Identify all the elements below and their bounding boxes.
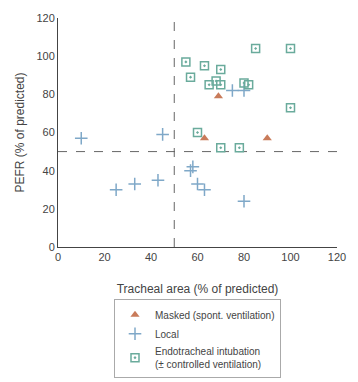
svg-text:60: 60: [43, 126, 55, 138]
svg-text:20: 20: [98, 251, 110, 263]
svg-text:40: 40: [43, 165, 55, 177]
svg-text:100: 100: [281, 251, 299, 263]
svg-text:Masked (spont. ventilation): Masked (spont. ventilation): [155, 310, 275, 321]
svg-text:PEFR (% of predicted): PEFR (% of predicted): [13, 72, 27, 192]
svg-text:60: 60: [191, 251, 203, 263]
svg-text:120: 120: [36, 12, 54, 24]
svg-text:80: 80: [43, 88, 55, 100]
svg-text:100: 100: [36, 50, 54, 62]
svg-text:Tracheal area (% of predicted): Tracheal area (% of predicted): [117, 282, 279, 296]
svg-text:20: 20: [43, 203, 55, 215]
svg-text:0: 0: [55, 251, 61, 263]
svg-text:120: 120: [328, 251, 346, 263]
svg-text:Local: Local: [155, 329, 179, 340]
svg-text:40: 40: [145, 251, 157, 263]
svg-text:80: 80: [238, 251, 250, 263]
svg-text:0: 0: [49, 241, 55, 253]
svg-text:Endotracheal intubation(± cont: Endotracheal intubation(± controlled ven…: [155, 346, 261, 370]
